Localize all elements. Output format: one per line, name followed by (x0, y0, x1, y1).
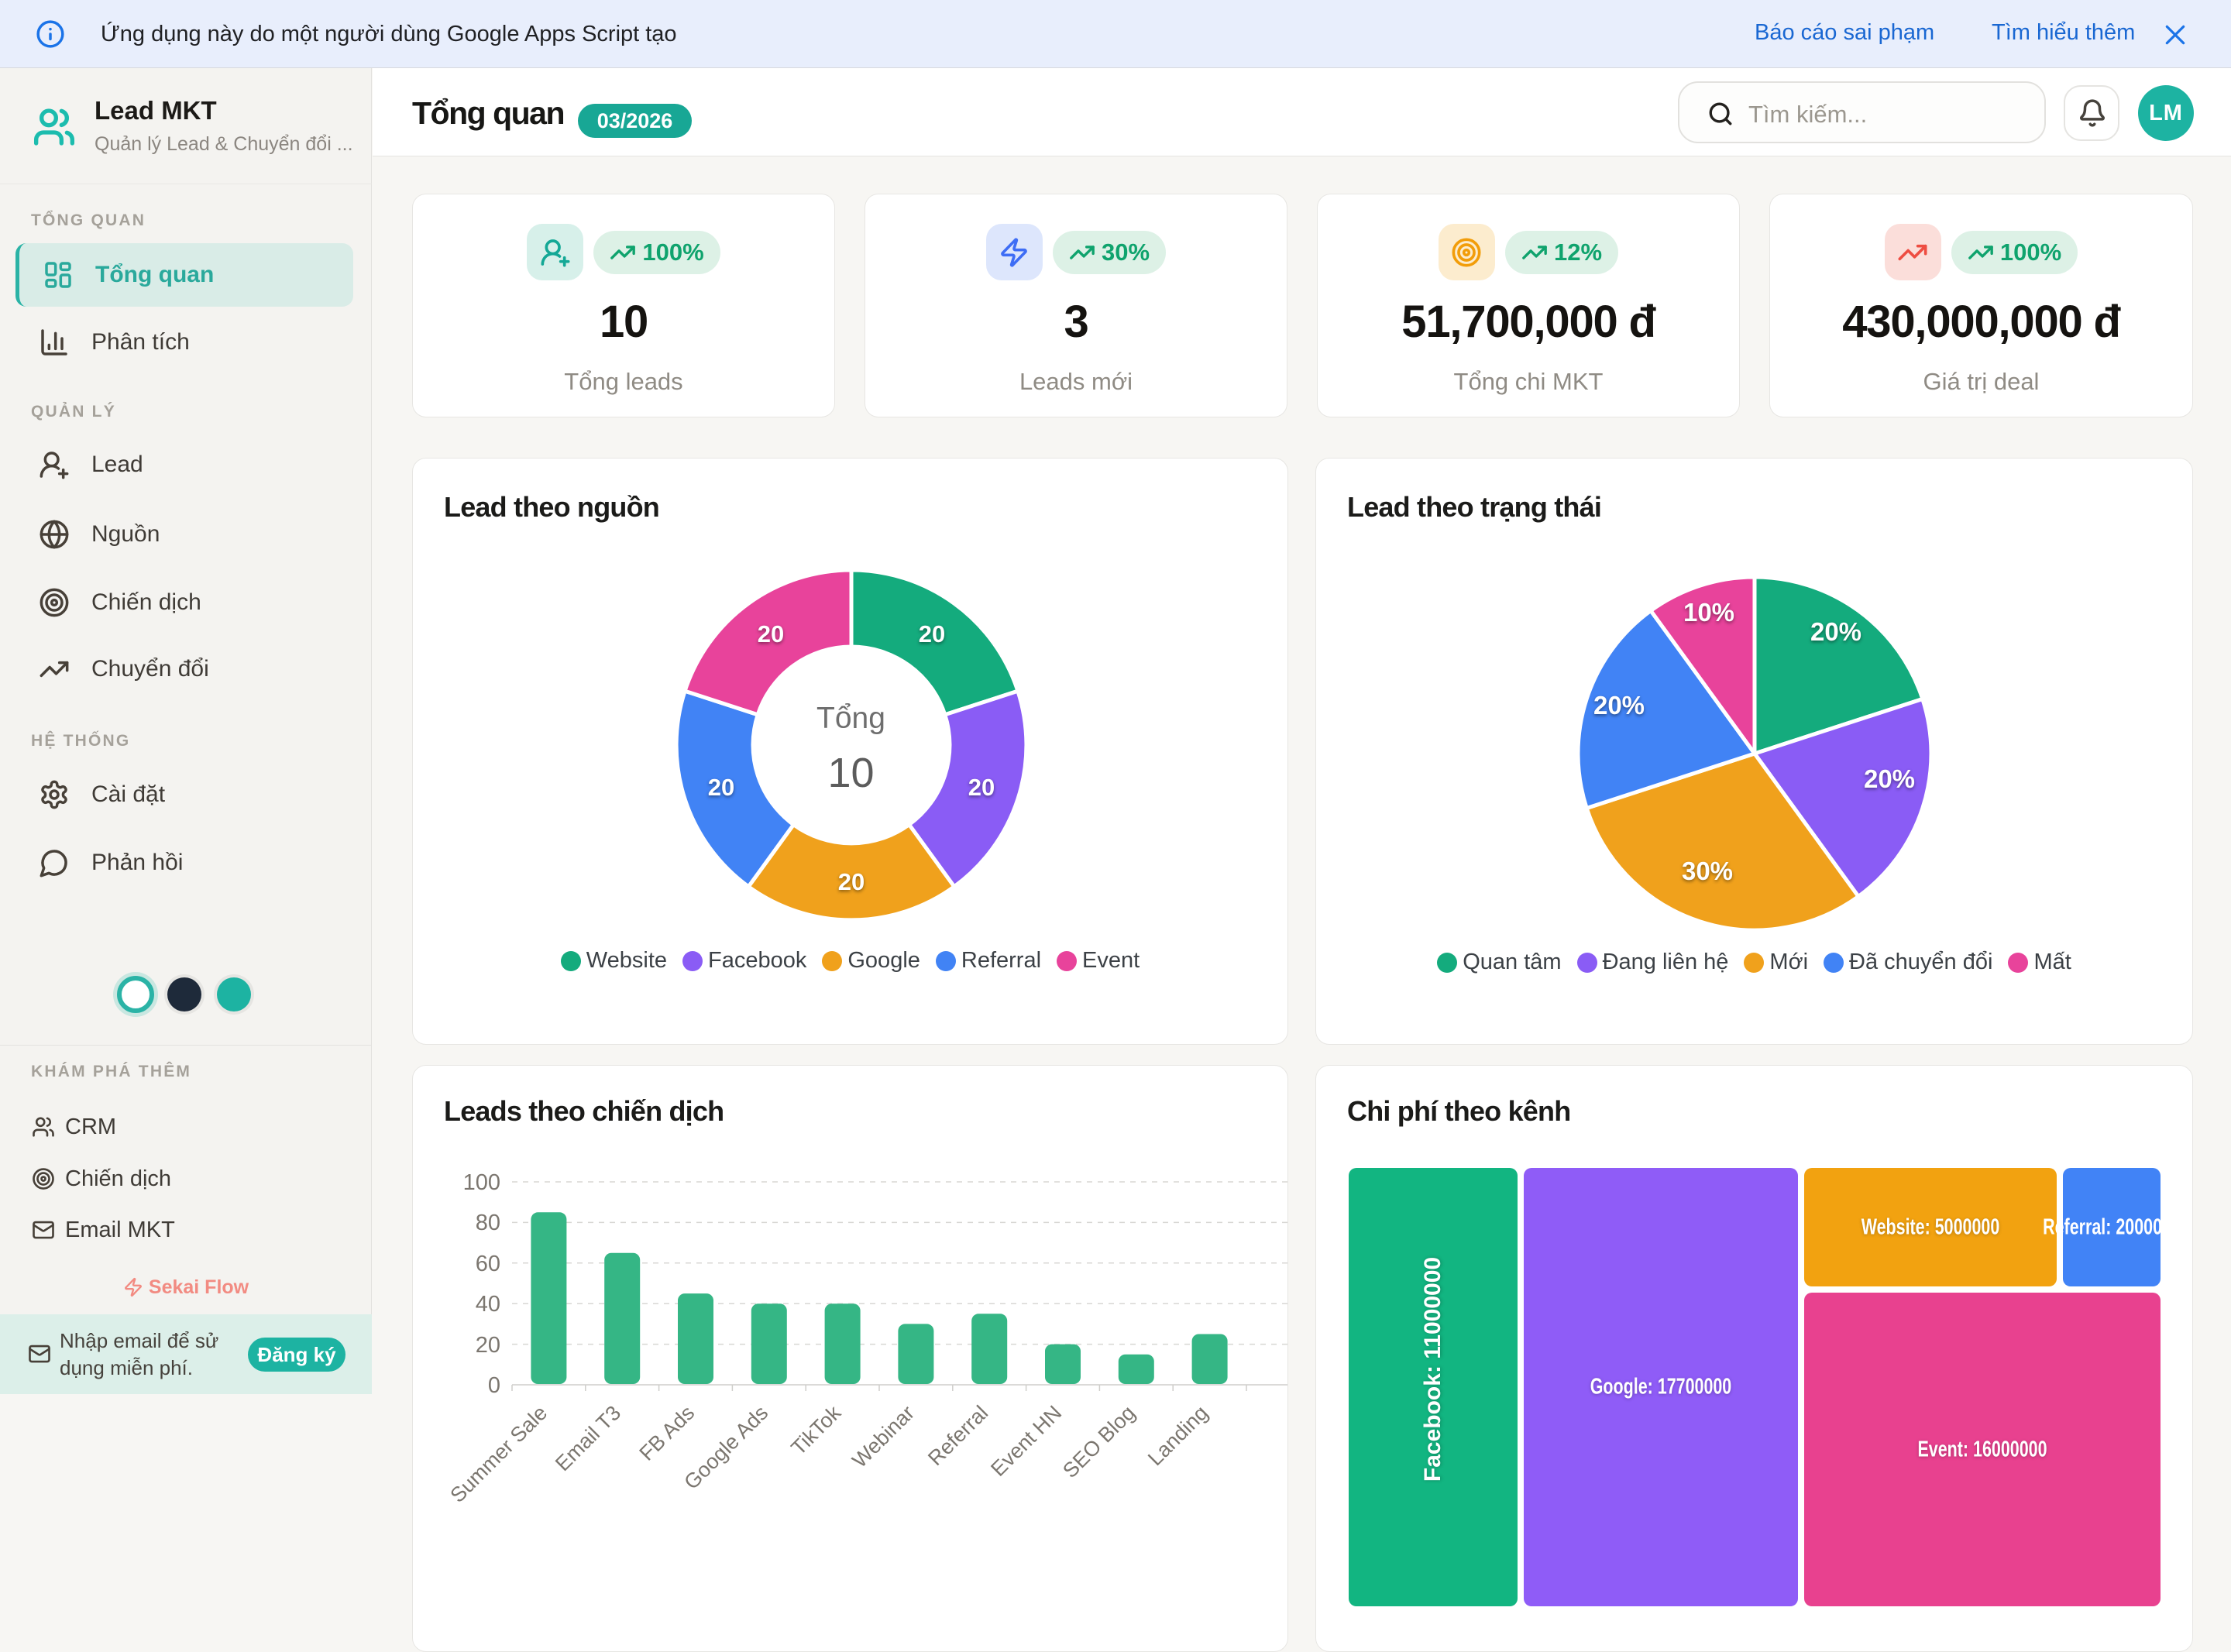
svg-text:40: 40 (476, 1292, 500, 1317)
svg-text:Referral: Referral (923, 1401, 992, 1470)
svg-text:60: 60 (476, 1252, 500, 1276)
svg-text:Email T3: Email T3 (551, 1401, 625, 1475)
svg-text:80: 80 (476, 1211, 500, 1235)
svg-text:Event HN: Event HN (986, 1401, 1066, 1481)
svg-text:20: 20 (476, 1333, 500, 1358)
svg-text:0: 0 (488, 1373, 500, 1398)
svg-text:Landing: Landing (1143, 1401, 1212, 1470)
svg-text:TikTok: TikTok (787, 1401, 846, 1460)
svg-text:FB Ads: FB Ads (634, 1401, 699, 1465)
svg-text:100: 100 (463, 1170, 500, 1195)
svg-text:Webinar: Webinar (847, 1401, 919, 1472)
svg-text:SEO Blog: SEO Blog (1058, 1401, 1140, 1482)
svg-text:Summer Sale: Summer Sale (445, 1401, 552, 1507)
